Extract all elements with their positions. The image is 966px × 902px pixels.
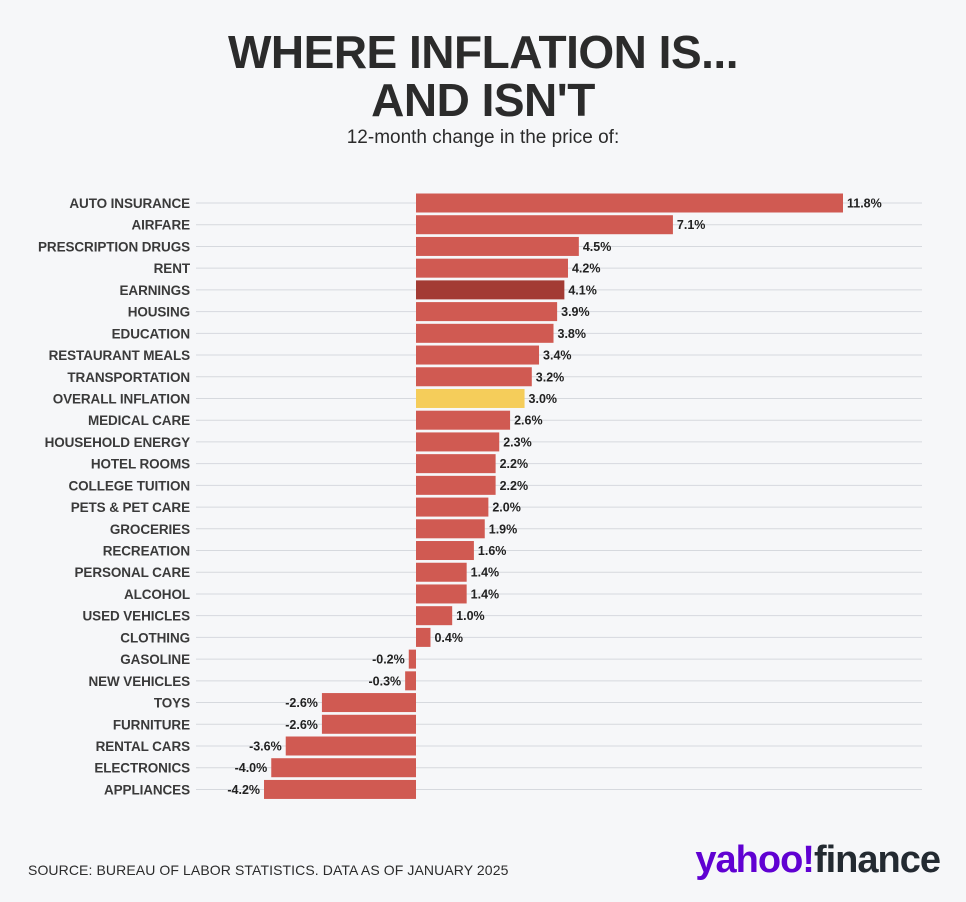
chart-subtitle: 12-month change in the price of: bbox=[346, 127, 620, 148]
chart-title-line-1: WHERE INFLATION IS... bbox=[228, 26, 738, 78]
category-label-groceries: GROCERIES bbox=[110, 522, 190, 537]
chart-title: WHERE INFLATION IS... AND ISN'T bbox=[0, 28, 966, 124]
bar-household-energy bbox=[416, 432, 500, 452]
bar-auto-insurance bbox=[416, 193, 843, 213]
yahoo-finance-logo: yahoo!finance bbox=[695, 838, 941, 882]
value-label-auto-insurance: 11.8% bbox=[847, 197, 882, 211]
value-label-electronics: -4.0% bbox=[235, 761, 268, 775]
value-label-hotel-rooms: 2.2% bbox=[500, 457, 529, 471]
category-label-appliances: APPLIANCES bbox=[104, 782, 190, 797]
bar-transportation bbox=[416, 367, 532, 387]
bar-prescription-drugs bbox=[416, 236, 579, 256]
category-label-alcohol: ALCOHOL bbox=[124, 587, 190, 602]
value-label-overall-inflation: 3.0% bbox=[529, 392, 558, 406]
value-label-household-energy: 2.3% bbox=[503, 435, 532, 449]
bar-airfare bbox=[416, 215, 673, 235]
bar-rent bbox=[416, 258, 568, 278]
value-label-gasoline: -0.2% bbox=[372, 653, 405, 667]
bar-college-tuition bbox=[416, 475, 496, 495]
value-label-clothing: 0.4% bbox=[434, 631, 463, 645]
bar-groceries bbox=[416, 519, 485, 539]
bar-appliances bbox=[264, 779, 416, 799]
value-label-prescription-drugs: 4.5% bbox=[583, 240, 612, 254]
category-label-earnings: EARNINGS bbox=[120, 283, 191, 298]
bar-earnings bbox=[416, 280, 565, 300]
value-label-education: 3.8% bbox=[558, 327, 587, 341]
bar-housing bbox=[416, 302, 558, 322]
bar-medical-care bbox=[416, 410, 511, 430]
category-label-furniture: FURNITURE bbox=[113, 717, 190, 732]
value-label-rental-cars: -3.6% bbox=[249, 740, 282, 754]
category-label-restaurant-meals: RESTAURANT MEALS bbox=[49, 348, 190, 363]
value-label-college-tuition: 2.2% bbox=[500, 479, 529, 493]
category-label-college-tuition: COLLEGE TUITION bbox=[69, 478, 191, 493]
category-label-household-energy: HOUSEHOLD ENERGY bbox=[45, 435, 191, 450]
value-label-groceries: 1.9% bbox=[489, 522, 518, 536]
value-label-medical-care: 2.6% bbox=[514, 414, 543, 428]
category-label-recreation: RECREATION bbox=[103, 544, 190, 559]
category-label-pets-and-pet-care: PETS & PET CARE bbox=[71, 500, 190, 515]
bar-rental-cars bbox=[285, 736, 416, 756]
value-label-recreation: 1.6% bbox=[478, 544, 507, 558]
value-label-restaurant-meals: 3.4% bbox=[543, 349, 572, 363]
category-label-education: EDUCATION bbox=[112, 326, 190, 341]
bar-toys bbox=[321, 693, 416, 713]
bar-pets-and-pet-care bbox=[416, 497, 489, 517]
bar-hotel-rooms bbox=[416, 454, 496, 474]
category-label-overall-inflation: OVERALL INFLATION bbox=[53, 391, 190, 406]
value-label-airfare: 7.1% bbox=[677, 218, 706, 232]
category-label-toys: TOYS bbox=[154, 696, 190, 711]
value-label-rent: 4.2% bbox=[572, 262, 601, 276]
category-label-prescription-drugs: PRESCRIPTION DRUGS bbox=[38, 239, 190, 254]
bar-new-vehicles bbox=[405, 671, 416, 691]
bar-gasoline bbox=[408, 649, 416, 669]
bar-recreation bbox=[416, 541, 474, 561]
value-label-personal-care: 1.4% bbox=[471, 566, 500, 580]
category-label-housing: HOUSING bbox=[128, 305, 190, 320]
value-label-housing: 3.9% bbox=[561, 305, 590, 319]
category-label-used-vehicles: USED VEHICLES bbox=[83, 609, 191, 624]
category-label-airfare: AIRFARE bbox=[131, 218, 190, 233]
category-label-rental-cars: RENTAL CARS bbox=[96, 739, 190, 754]
bar-furniture bbox=[321, 714, 416, 734]
category-label-gasoline: GASOLINE bbox=[120, 652, 190, 667]
value-label-alcohol: 1.4% bbox=[471, 587, 500, 601]
bar-clothing bbox=[416, 627, 431, 647]
logo-yahoo-text: yahoo! bbox=[695, 839, 815, 881]
category-label-new-vehicles: NEW VEHICLES bbox=[88, 674, 190, 689]
bar-education bbox=[416, 323, 554, 343]
logo-finance-text: finance bbox=[813, 839, 941, 881]
bar-personal-care bbox=[416, 562, 467, 582]
chart-title-line-2: AND ISN'T bbox=[371, 74, 595, 126]
category-label-clothing: CLOTHING bbox=[120, 630, 190, 645]
value-label-appliances: -4.2% bbox=[227, 783, 260, 797]
category-label-auto-insurance: AUTO INSURANCE bbox=[69, 196, 190, 211]
value-label-used-vehicles: 1.0% bbox=[456, 609, 485, 623]
bar-restaurant-meals bbox=[416, 345, 540, 365]
category-label-rent: RENT bbox=[154, 261, 191, 276]
source-note: SOURCE: BUREAU OF LABOR STATISTICS. DATA… bbox=[28, 862, 509, 878]
bar-used-vehicles bbox=[416, 606, 453, 626]
bar-chart: AUTO INSURANCE 11.8% AIRFARE 7.1% PRESCRIPTI… bbox=[38, 193, 922, 799]
category-label-medical-care: MEDICAL CARE bbox=[88, 413, 190, 428]
category-label-hotel-rooms: HOTEL ROOMS bbox=[91, 457, 190, 472]
value-label-earnings: 4.1% bbox=[568, 283, 597, 297]
category-label-electronics: ELECTRONICS bbox=[94, 761, 190, 776]
bar-overall-inflation bbox=[416, 388, 525, 408]
bar-electronics bbox=[271, 758, 416, 778]
value-label-new-vehicles: -0.3% bbox=[368, 674, 401, 688]
value-label-transportation: 3.2% bbox=[536, 370, 565, 384]
category-label-personal-care: PERSONAL CARE bbox=[75, 565, 191, 580]
bar-alcohol bbox=[416, 584, 467, 604]
value-label-pets-and-pet-care: 2.0% bbox=[492, 501, 521, 515]
category-label-transportation: TRANSPORTATION bbox=[67, 370, 190, 385]
value-label-toys: -2.6% bbox=[285, 696, 318, 710]
value-label-furniture: -2.6% bbox=[285, 718, 318, 732]
